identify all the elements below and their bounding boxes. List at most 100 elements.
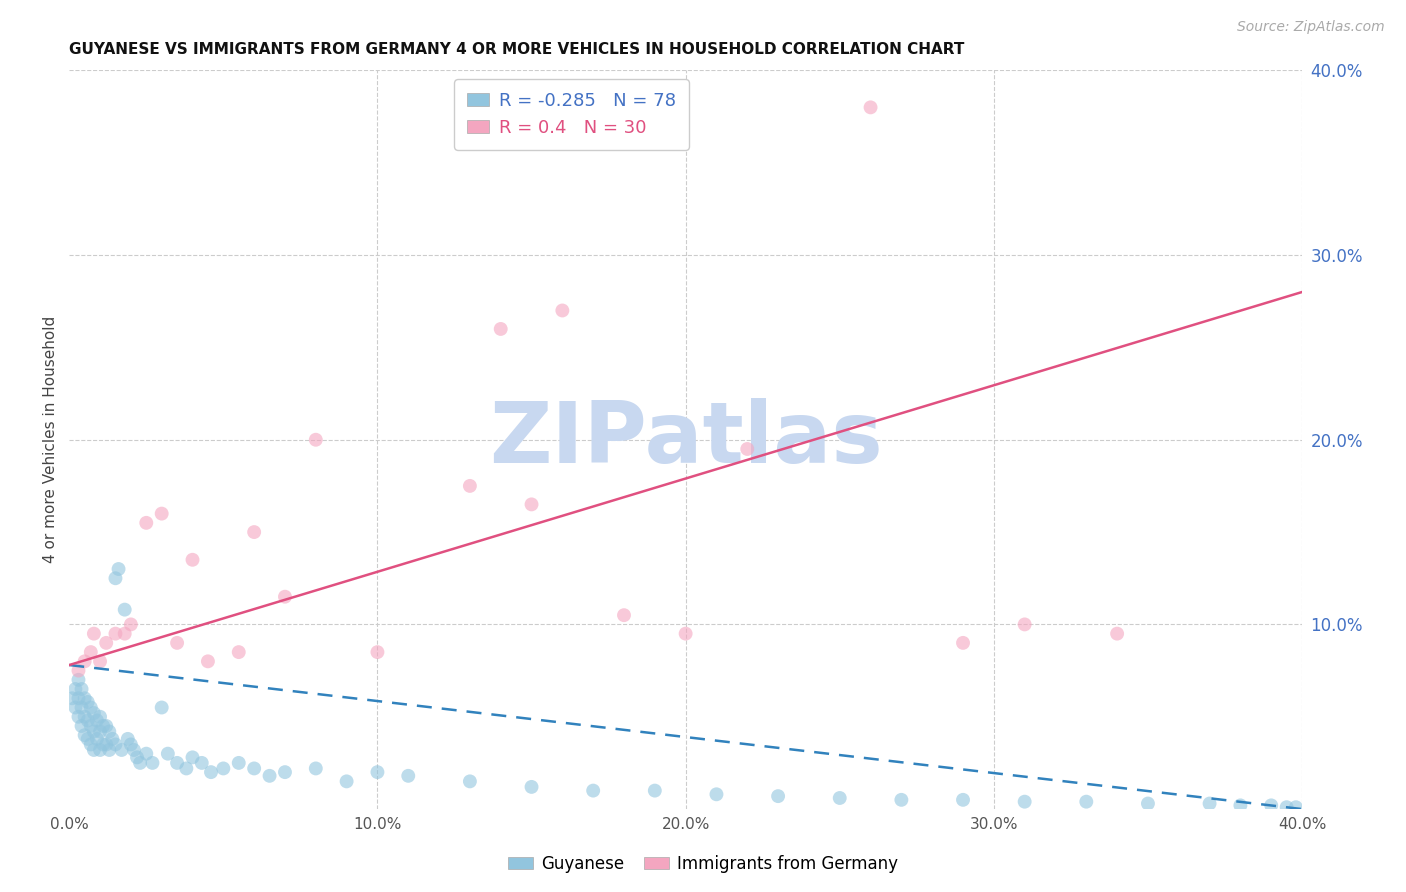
Point [65, 700, 87, 714]
Point [675, 626, 697, 640]
Point [89, 654, 111, 668]
Legend: R = -0.285   N = 78, R = 0.4   N = 30: R = -0.285 N = 78, R = 0.4 N = 30 [454, 79, 689, 150]
Point [735, 442, 758, 456]
Point [150, 700, 173, 714]
Point [83, 743, 105, 757]
Point [644, 783, 666, 797]
Point [125, 750, 148, 764]
Y-axis label: 4 or more Vehicles in Household: 4 or more Vehicles in Household [44, 316, 58, 564]
Point [520, 497, 543, 511]
Point [89, 724, 111, 739]
Point [73, 710, 96, 724]
Point [166, 636, 188, 650]
Point [86, 731, 108, 746]
Point [259, 769, 281, 783]
Point [67, 673, 90, 687]
Point [70, 700, 93, 714]
Point [489, 322, 512, 336]
Point [73, 654, 96, 668]
Point [458, 774, 481, 789]
Point [70, 681, 93, 696]
Point [129, 756, 152, 770]
Point [96, 636, 118, 650]
Point [67, 710, 90, 724]
Point [212, 761, 235, 775]
Point [228, 756, 250, 770]
Point [98, 724, 121, 739]
Point [91, 719, 114, 733]
Point [67, 691, 90, 706]
Point [104, 571, 127, 585]
Point [305, 433, 328, 447]
Point [890, 793, 912, 807]
Point [141, 756, 163, 770]
Point [150, 507, 173, 521]
Point [1229, 798, 1251, 813]
Point [336, 774, 359, 789]
Point [80, 719, 103, 733]
Point [96, 738, 118, 752]
Point [83, 724, 105, 739]
Point [89, 710, 111, 724]
Point [1136, 797, 1159, 811]
Point [120, 617, 142, 632]
Point [156, 747, 179, 761]
Point [1014, 617, 1036, 632]
Point [70, 719, 93, 733]
Text: Source: ZipAtlas.com: Source: ZipAtlas.com [1237, 20, 1385, 34]
Point [65, 681, 87, 696]
Point [111, 743, 134, 757]
Point [766, 789, 789, 804]
Point [243, 761, 266, 775]
Point [80, 700, 103, 714]
Point [114, 602, 136, 616]
Point [122, 743, 145, 757]
Point [228, 645, 250, 659]
Point [80, 738, 103, 752]
Point [582, 783, 605, 797]
Point [952, 636, 974, 650]
Point [181, 750, 204, 764]
Point [274, 590, 297, 604]
Point [366, 645, 388, 659]
Point [114, 626, 136, 640]
Point [117, 731, 139, 746]
Point [104, 626, 127, 640]
Point [135, 747, 157, 761]
Point [89, 743, 111, 757]
Point [101, 731, 124, 746]
Point [83, 706, 105, 720]
Point [176, 761, 198, 775]
Point [1285, 800, 1308, 814]
Point [190, 756, 212, 770]
Point [197, 654, 219, 668]
Point [1275, 800, 1298, 814]
Point [107, 562, 129, 576]
Point [859, 100, 882, 114]
Point [98, 743, 121, 757]
Point [83, 626, 105, 640]
Point [96, 719, 118, 733]
Point [305, 761, 328, 775]
Point [181, 553, 204, 567]
Point [396, 769, 419, 783]
Point [551, 303, 574, 318]
Point [243, 524, 266, 539]
Point [520, 780, 543, 794]
Point [166, 756, 188, 770]
Point [1014, 795, 1036, 809]
Point [1198, 797, 1220, 811]
Legend: Guyanese, Immigrants from Germany: Guyanese, Immigrants from Germany [501, 848, 905, 880]
Point [613, 608, 636, 623]
Point [1260, 798, 1282, 813]
Point [200, 765, 222, 780]
Point [60, 691, 83, 706]
Point [73, 728, 96, 742]
Point [828, 791, 851, 805]
Point [366, 765, 388, 780]
Point [1107, 626, 1129, 640]
Point [73, 691, 96, 706]
Point [76, 695, 98, 709]
Point [458, 479, 481, 493]
Point [76, 731, 98, 746]
